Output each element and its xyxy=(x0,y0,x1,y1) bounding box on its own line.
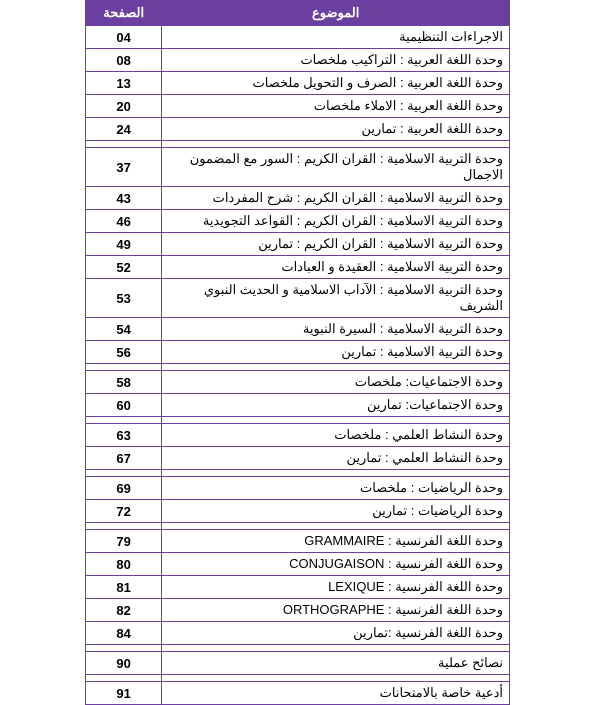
page-cell: 60 xyxy=(86,394,162,417)
table-row: وحدة اللغة العربية : الاملاء ملخصات20 xyxy=(86,95,510,118)
table-row: وحدة اللغة الفرنسية : GRAMMAIRE79 xyxy=(86,530,510,553)
page-cell: 80 xyxy=(86,553,162,576)
page-cell: 90 xyxy=(86,652,162,675)
table-row: وحدة الرياضيات : تمارين72 xyxy=(86,500,510,523)
page-cell: 53 xyxy=(86,279,162,318)
table-row: وحدة النشاط العلمي : ملخصات63 xyxy=(86,424,510,447)
table-row: أدعية خاصة بالامتحانات91 xyxy=(86,682,510,705)
page-cell: 67 xyxy=(86,447,162,470)
topic-cell: وحدة النشاط العلمي : ملخصات xyxy=(162,424,510,447)
topic-cell: وحدة اللغة العربية : الاملاء ملخصات xyxy=(162,95,510,118)
page-cell: 79 xyxy=(86,530,162,553)
table-row: وحدة التربية الاسلامية : القران الكريم :… xyxy=(86,148,510,187)
topic-cell: أدعية خاصة بالامتحانات xyxy=(162,682,510,705)
topic-cell: وحدة الرياضيات : تمارين xyxy=(162,500,510,523)
topic-cell: وحدة الاجتماعيات: ملخصات xyxy=(162,371,510,394)
page-cell: 54 xyxy=(86,318,162,341)
table-row: وحدة الرياضيات : ملخصات69 xyxy=(86,477,510,500)
topic-cell: وحدة التربية الاسلامية : تمارين xyxy=(162,341,510,364)
topic-cell: نصائح عملية xyxy=(162,652,510,675)
topic-cell: وحدة الرياضيات : ملخصات xyxy=(162,477,510,500)
page-cell: 46 xyxy=(86,210,162,233)
page-cell: 49 xyxy=(86,233,162,256)
topic-cell: وحدة اللغة العربية : التراكيب ملخصات xyxy=(162,49,510,72)
table-row: وحدة الاجتماعيات: تمارين60 xyxy=(86,394,510,417)
header-row: الموضوع الصفحة xyxy=(86,1,510,26)
topic-cell: وحدة التربية الاسلامية : القران الكريم :… xyxy=(162,148,510,187)
table-row: وحدة التربية الاسلامية : القران الكريم :… xyxy=(86,187,510,210)
gap-row xyxy=(86,523,510,530)
page-cell: 91 xyxy=(86,682,162,705)
page-cell: 56 xyxy=(86,341,162,364)
table-row: وحدة اللغة العربية : تمارين24 xyxy=(86,118,510,141)
topic-cell: وحدة اللغة الفرنسية : GRAMMAIRE xyxy=(162,530,510,553)
table-row: نصائح عملية90 xyxy=(86,652,510,675)
table-row: وحدة التربية الاسلامية : تمارين56 xyxy=(86,341,510,364)
topic-cell: وحدة التربية الاسلامية : القران الكريم :… xyxy=(162,210,510,233)
topic-cell: وحدة النشاط العلمي : تمارين xyxy=(162,447,510,470)
topic-cell: وحدة اللغة العربية : الصرف و التحويل ملخ… xyxy=(162,72,510,95)
table-row: وحدة التربية الاسلامية : القران الكريم :… xyxy=(86,233,510,256)
gap-row xyxy=(86,645,510,652)
page-cell: 08 xyxy=(86,49,162,72)
page-cell: 20 xyxy=(86,95,162,118)
page-cell: 84 xyxy=(86,622,162,645)
gap-row xyxy=(86,417,510,424)
table-row: وحدة اللغة الفرنسية : LEXIQUE81 xyxy=(86,576,510,599)
page-cell: 13 xyxy=(86,72,162,95)
header-page: الصفحة xyxy=(86,1,162,26)
page-cell: 43 xyxy=(86,187,162,210)
table-row: وحدة التربية الاسلامية : الآداب الاسلامي… xyxy=(86,279,510,318)
topic-cell: وحدة التربية الاسلامية : العقيدة و العبا… xyxy=(162,256,510,279)
topic-cell: وحدة التربية الاسلامية : الآداب الاسلامي… xyxy=(162,279,510,318)
page-cell: 37 xyxy=(86,148,162,187)
page-cell: 81 xyxy=(86,576,162,599)
header-topic: الموضوع xyxy=(162,1,510,26)
topic-cell: وحدة اللغة الفرنسية : LEXIQUE xyxy=(162,576,510,599)
table-row: وحدة النشاط العلمي : تمارين67 xyxy=(86,447,510,470)
topic-cell: وحدة اللغة الفرنسية : CONJUGAISON xyxy=(162,553,510,576)
table-row: وحدة اللغة الفرنسية : ORTHOGRAPHE82 xyxy=(86,599,510,622)
table-row: وحدة الاجتماعيات: ملخصات58 xyxy=(86,371,510,394)
topic-cell: الاجراءات التنظيمية xyxy=(162,26,510,49)
topic-cell: وحدة اللغة الفرنسية :تمارين xyxy=(162,622,510,645)
page-cell: 72 xyxy=(86,500,162,523)
gap-row xyxy=(86,141,510,148)
topic-cell: وحدة الاجتماعيات: تمارين xyxy=(162,394,510,417)
table-row: وحدة اللغة العربية : الصرف و التحويل ملخ… xyxy=(86,72,510,95)
topic-cell: وحدة التربية الاسلامية : القران الكريم :… xyxy=(162,187,510,210)
topic-cell: وحدة التربية الاسلامية : السيرة النبوية xyxy=(162,318,510,341)
page-cell: 69 xyxy=(86,477,162,500)
gap-row xyxy=(86,364,510,371)
page-cell: 52 xyxy=(86,256,162,279)
page-cell: 58 xyxy=(86,371,162,394)
gap-row xyxy=(86,470,510,477)
table-row: وحدة اللغة الفرنسية : CONJUGAISON80 xyxy=(86,553,510,576)
topic-cell: وحدة التربية الاسلامية : القران الكريم :… xyxy=(162,233,510,256)
table-row: وحدة اللغة العربية : التراكيب ملخصات08 xyxy=(86,49,510,72)
table-row: وحدة التربية الاسلامية : العقيدة و العبا… xyxy=(86,256,510,279)
page-cell: 24 xyxy=(86,118,162,141)
page-cell: 63 xyxy=(86,424,162,447)
topic-cell: وحدة اللغة العربية : تمارين xyxy=(162,118,510,141)
gap-row xyxy=(86,675,510,682)
topic-cell: وحدة اللغة الفرنسية : ORTHOGRAPHE xyxy=(162,599,510,622)
page-cell: 82 xyxy=(86,599,162,622)
page-cell: 04 xyxy=(86,26,162,49)
table-row: وحدة التربية الاسلامية : السيرة النبوية5… xyxy=(86,318,510,341)
toc-table: الموضوع الصفحة الاجراءات التنظيمية04وحدة… xyxy=(85,0,510,705)
table-row: الاجراءات التنظيمية04 xyxy=(86,26,510,49)
table-row: وحدة اللغة الفرنسية :تمارين84 xyxy=(86,622,510,645)
table-row: وحدة التربية الاسلامية : القران الكريم :… xyxy=(86,210,510,233)
